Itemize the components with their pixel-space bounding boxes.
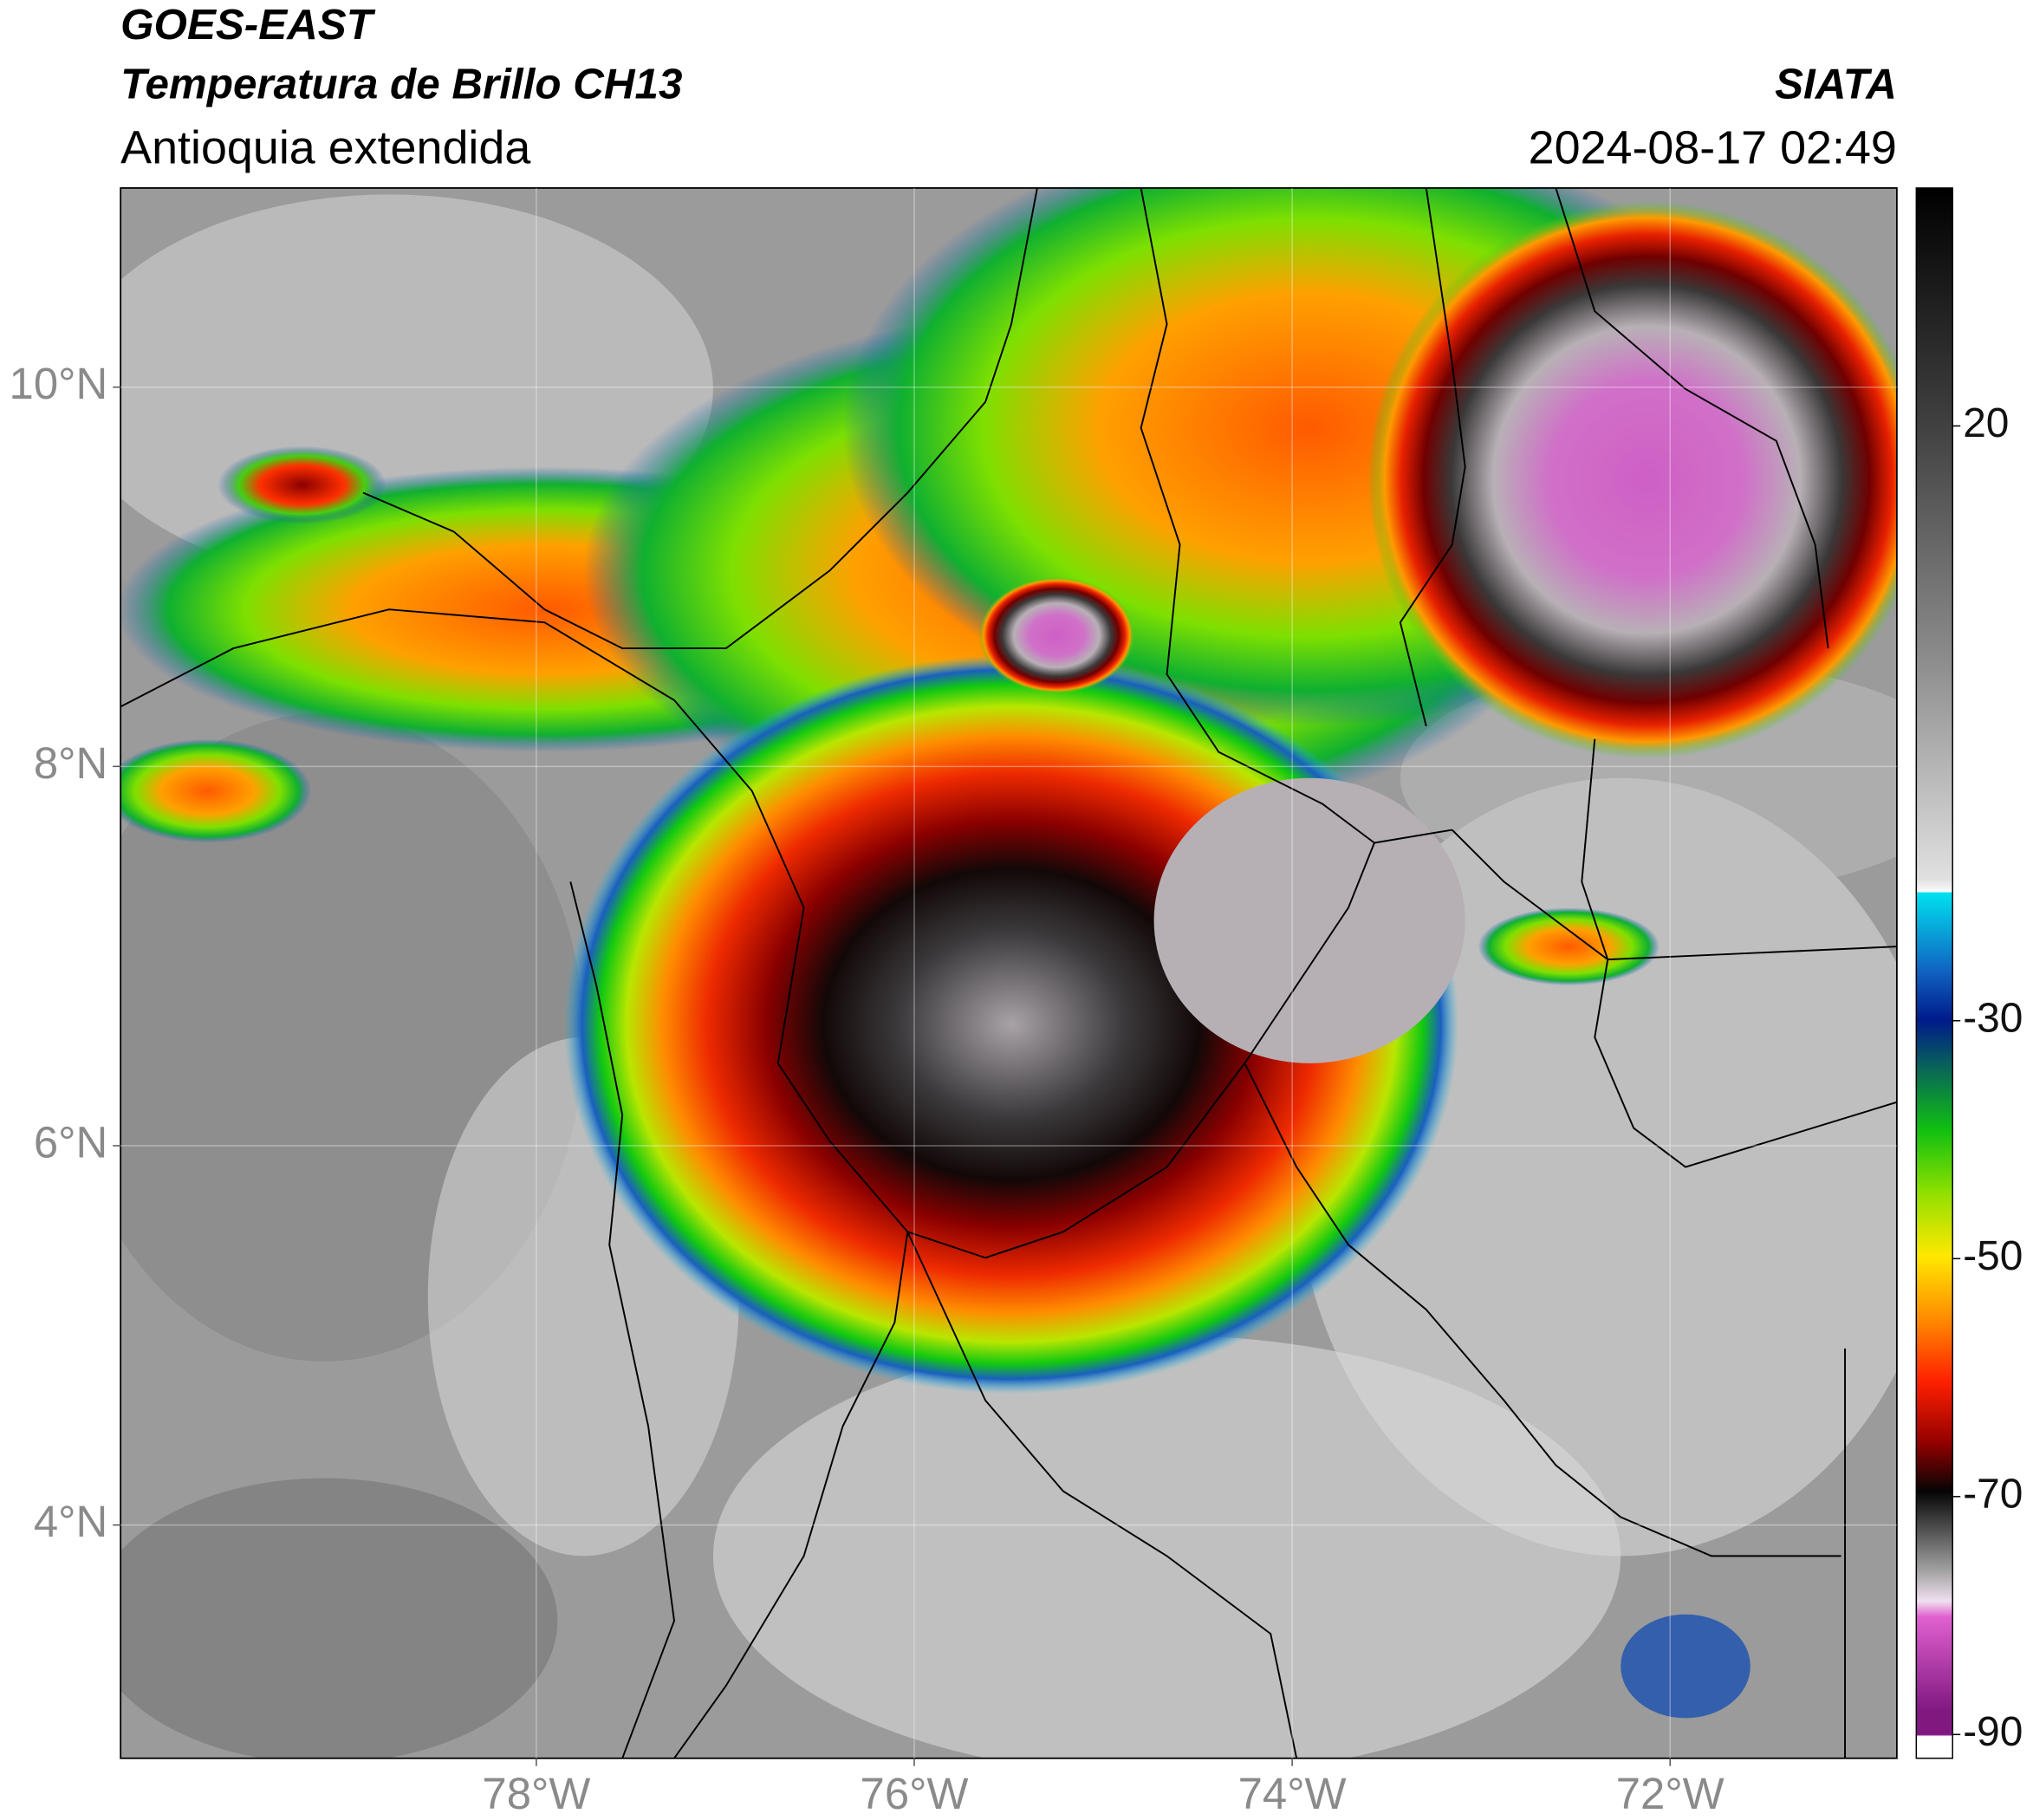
colorbar-tick-label: -70 — [1963, 1471, 2023, 1517]
colorbar-tick-label: -90 — [1963, 1709, 2023, 1755]
y-tick-label: 10°N — [10, 359, 108, 408]
storm — [1621, 1614, 1750, 1719]
y-tick-label: 4°N — [34, 1497, 107, 1546]
colorbar-tick-label: 20 — [1963, 400, 2009, 446]
subtitle: Temperatura de Brillo CH13 — [120, 61, 682, 108]
storm — [1367, 201, 1897, 759]
colorbar — [1915, 187, 1953, 1759]
x-tick-label: 74°W — [1238, 1769, 1347, 1818]
map-image — [120, 187, 1897, 1758]
x-tick-label: 76°W — [861, 1769, 969, 1818]
grid — [120, 187, 1897, 1758]
labels: 78°W 76°W 74°W 72°W 10°N 8°N 6°N 4°N 20 -30 -50 -70… — [10, 359, 2023, 1818]
region: Antioquia extendida — [120, 122, 530, 174]
map-frame — [120, 187, 1898, 1759]
x-tick-label: 72°W — [1616, 1769, 1724, 1818]
storm-top — [1153, 777, 1465, 1063]
storm — [978, 576, 1135, 694]
storm — [218, 445, 386, 524]
storm — [1478, 907, 1660, 986]
borders — [120, 187, 1897, 1758]
x-tick-label: 78°W — [482, 1769, 590, 1818]
cloud — [713, 1336, 1621, 1758]
storm-band — [120, 738, 312, 843]
source: SIATA — [1775, 61, 1897, 108]
title: GOES-EAST — [120, 1, 376, 49]
timestamp: 2024-08-17 02:49 — [1529, 122, 1897, 174]
y-tick-label: 8°N — [34, 738, 107, 788]
cloud — [120, 1478, 558, 1758]
colorbar-tick-label: -50 — [1963, 1233, 2023, 1279]
y-tick-label: 6°N — [34, 1117, 107, 1167]
colorbar-tick-label: -30 — [1963, 995, 2023, 1041]
